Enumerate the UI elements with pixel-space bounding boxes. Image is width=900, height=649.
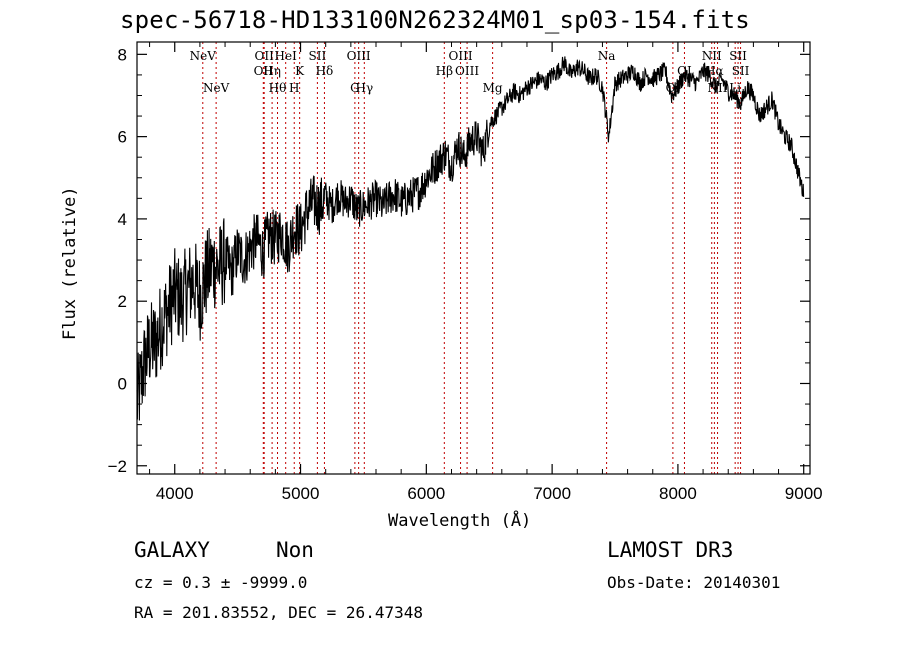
line-label: Hη [263,64,281,78]
line-label: SII [729,49,747,63]
y-tick-label: 2 [118,292,127,311]
line-label: OII [255,49,275,63]
line-label: Hδ [316,64,334,78]
y-axis-label: Flux (relative) [60,186,80,340]
line-label: Hβ [436,64,453,78]
y-tick-label: 4 [118,210,127,229]
line-label: Hγ [355,81,373,95]
line-label: Mg [483,81,503,95]
y-tick-label: 0 [118,374,127,393]
line-label: OIII [449,49,473,63]
line-label: Li [729,81,741,95]
line-label: NeV [190,49,217,63]
x-tick-label: 9000 [785,484,823,503]
line-label: K [295,64,305,78]
x-axis-label: Wavelength (Å) [388,511,532,531]
line-label: OIII [347,49,371,63]
x-tick-label: 5000 [282,484,320,503]
emission-line-markers [202,42,742,474]
emission-line-labels: NeVNeVOIIOIIHηHθHeIHKSIIHδGOIIIHγHβOIIIO… [190,49,750,95]
line-label: OIII [455,64,479,78]
line-label: NeV [203,81,230,95]
flux-series [136,56,805,421]
y-tick-label: 6 [118,128,127,147]
redshift-cz: cz = 0.3 ± -9999.0 [134,573,308,592]
plot-frame [136,41,811,475]
line-label: Hθ [269,81,287,95]
y-tick-label: 8 [118,45,127,64]
x-tick-label: 4000 [156,484,194,503]
y-tick-label: −2 [108,457,127,476]
x-tick-label: 7000 [533,484,571,503]
line-label: NII [702,49,722,63]
flux-line [136,56,805,421]
x-tick-label: 8000 [659,484,697,503]
axes: 4000 5000 6000 7000 8000 9000 −2 0 2 4 6 8 [108,41,823,503]
chart-title: spec-56718-HD133100N262324M01_sp03-154.f… [120,6,750,34]
object-subclass: Non [276,538,314,562]
line-label: H [289,81,299,95]
line-label: Na [598,49,616,63]
line-label: SII [732,64,750,78]
ra-dec-coordinates: RA = 201.83552, DEC = 26.47348 [134,603,423,622]
object-class: GALAXY [134,538,210,562]
survey-name: LAMOST DR3 [607,538,734,562]
x-tick-label: 6000 [407,484,445,503]
observation-date: Obs-Date: 20140301 [607,573,781,592]
line-label: OII [254,64,274,78]
line-label: G [350,81,360,95]
line-label: HeI [275,49,298,63]
line-label: SII [309,49,327,63]
